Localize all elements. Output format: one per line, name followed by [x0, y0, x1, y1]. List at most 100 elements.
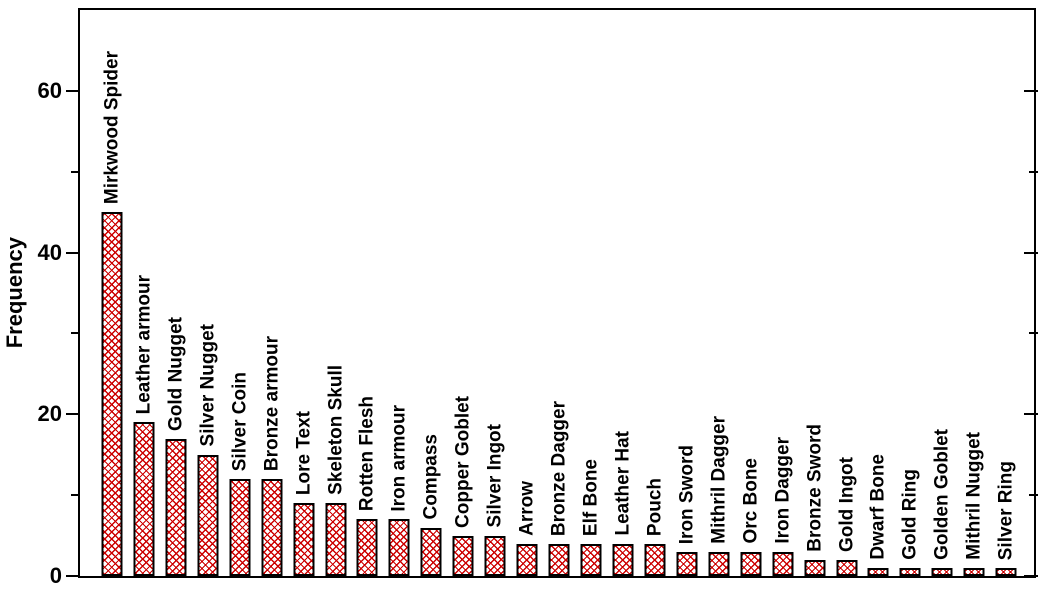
- bar-label: Golden Goblet: [931, 429, 953, 560]
- bar-slot: Arrow: [511, 10, 543, 576]
- bar: [452, 535, 474, 576]
- bar: [548, 543, 570, 576]
- bar-slot: Mithril Nugget: [958, 10, 990, 576]
- bar-label: Copper Goblet: [452, 395, 474, 528]
- bar-slot: Bronze Sword: [799, 10, 831, 576]
- bar-label: Arrow: [516, 480, 538, 536]
- bar-label: Dwarf Bone: [867, 454, 889, 560]
- bars-container: Mirkwood Spider Leather armour Gold Nugget…: [80, 10, 1034, 576]
- bar-slot: Mithril Dagger: [703, 10, 735, 576]
- bar: [325, 503, 347, 576]
- y-axis-major-tick: [66, 89, 78, 92]
- bar-label: Gold Nugget: [165, 316, 187, 431]
- y-axis-minor-tick: [71, 332, 78, 335]
- bar: [804, 559, 826, 576]
- bar-label: Bronze Sword: [804, 424, 826, 552]
- bar-slot: Silver Nugget: [192, 10, 224, 576]
- bar: [740, 551, 762, 576]
- bar-slot: Lore Text: [288, 10, 320, 576]
- bar-label: Silver Ring: [995, 460, 1017, 560]
- y-axis-minor-tick: [1029, 494, 1038, 497]
- bar-slot: Copper Goblet: [447, 10, 479, 576]
- bar: [836, 559, 858, 576]
- bar: [101, 212, 123, 576]
- bar-slot: Iron Sword: [671, 10, 703, 576]
- bar: [420, 527, 442, 576]
- bar: [165, 438, 187, 576]
- bar: [867, 567, 889, 576]
- bar-label: Iron Sword: [676, 444, 698, 544]
- bar-label: Silver Coin: [229, 371, 251, 471]
- bar-slot: Compass: [415, 10, 447, 576]
- y-tick-label: 40: [37, 239, 62, 265]
- bar-slot: Skeleton Skull: [320, 10, 352, 576]
- y-axis-major-tick: [66, 251, 78, 254]
- bar: [580, 543, 602, 576]
- bar-label: Bronze Dagger: [548, 400, 570, 536]
- bar: [133, 422, 155, 576]
- bar: [229, 478, 251, 576]
- bar-label: Pouch: [644, 477, 666, 536]
- bar-label: Skeleton Skull: [325, 365, 347, 496]
- y-axis-minor-tick: [1029, 170, 1038, 173]
- bar: [963, 567, 985, 576]
- y-tick-label: 60: [37, 77, 62, 103]
- bar-label: Elf Bone: [580, 458, 602, 536]
- bar-slot: Leather armour: [128, 10, 160, 576]
- bar-label: Mithril Nugget: [963, 432, 985, 560]
- bar: [612, 543, 634, 576]
- bar: [388, 519, 410, 576]
- bar: [261, 478, 283, 576]
- bar-slot: Silver Ring: [990, 10, 1022, 576]
- bar-slot: Dwarf Bone: [863, 10, 895, 576]
- y-axis-major-tick: [66, 575, 78, 577]
- bar-slot: Iron armour: [383, 10, 415, 576]
- bar-label: Rotten Flesh: [356, 396, 378, 512]
- bar: [484, 535, 506, 576]
- bar-slot: Silver Coin: [224, 10, 256, 576]
- bar-label: Silver Nugget: [197, 324, 219, 447]
- bar: [516, 543, 538, 576]
- bar: [708, 551, 730, 576]
- bar: [644, 543, 666, 576]
- bar-label: Mithril Dagger: [708, 416, 730, 544]
- y-axis-major-tick: [1024, 413, 1038, 416]
- bar-label: Iron Dagger: [772, 437, 794, 544]
- y-tick-label: 0: [49, 563, 62, 588]
- bar-label: Lore Text: [293, 411, 315, 496]
- bar: [772, 551, 794, 576]
- y-tick-label: 20: [37, 401, 62, 427]
- bar-slot: Golden Goblet: [926, 10, 958, 576]
- bar-label: Silver Ingot: [484, 424, 506, 528]
- bar-slot: Pouch: [639, 10, 671, 576]
- bar: [931, 567, 953, 576]
- bar-slot: Silver Ingot: [479, 10, 511, 576]
- bar-slot: Orc Bone: [735, 10, 767, 576]
- bar-label: Leather Hat: [612, 431, 634, 536]
- bar-slot: Iron Dagger: [767, 10, 799, 576]
- bar-label: Iron armour: [388, 404, 410, 512]
- bar-label: Compass: [420, 433, 442, 520]
- bar-label: Gold Ingot: [836, 456, 858, 552]
- bar-slot: Gold Ring: [894, 10, 926, 576]
- plot-area: Mirkwood Spider Leather armour Gold Nugget…: [66, 8, 1038, 578]
- bar: [197, 454, 219, 576]
- bar-slot: Rotten Flesh: [352, 10, 384, 576]
- bar: [899, 567, 921, 576]
- bar: [995, 567, 1017, 576]
- y-axis-minor-tick: [71, 494, 78, 497]
- bar: [293, 503, 315, 576]
- bar-label: Orc Bone: [740, 458, 762, 544]
- y-axis-major-tick: [1024, 89, 1038, 92]
- y-axis-minor-tick: [1029, 332, 1038, 335]
- bar-slot: Bronze Dagger: [543, 10, 575, 576]
- bar-label: Gold Ring: [899, 469, 921, 560]
- bar-label: Mirkwood Spider: [101, 51, 123, 205]
- bar-slot: Mirkwood Spider: [96, 10, 128, 576]
- bar: [356, 519, 378, 576]
- y-axis-major-tick: [66, 413, 78, 416]
- bar-label: Leather armour: [133, 275, 155, 415]
- bar-slot: Gold Ingot: [831, 10, 863, 576]
- bar-slot: Gold Nugget: [160, 10, 192, 576]
